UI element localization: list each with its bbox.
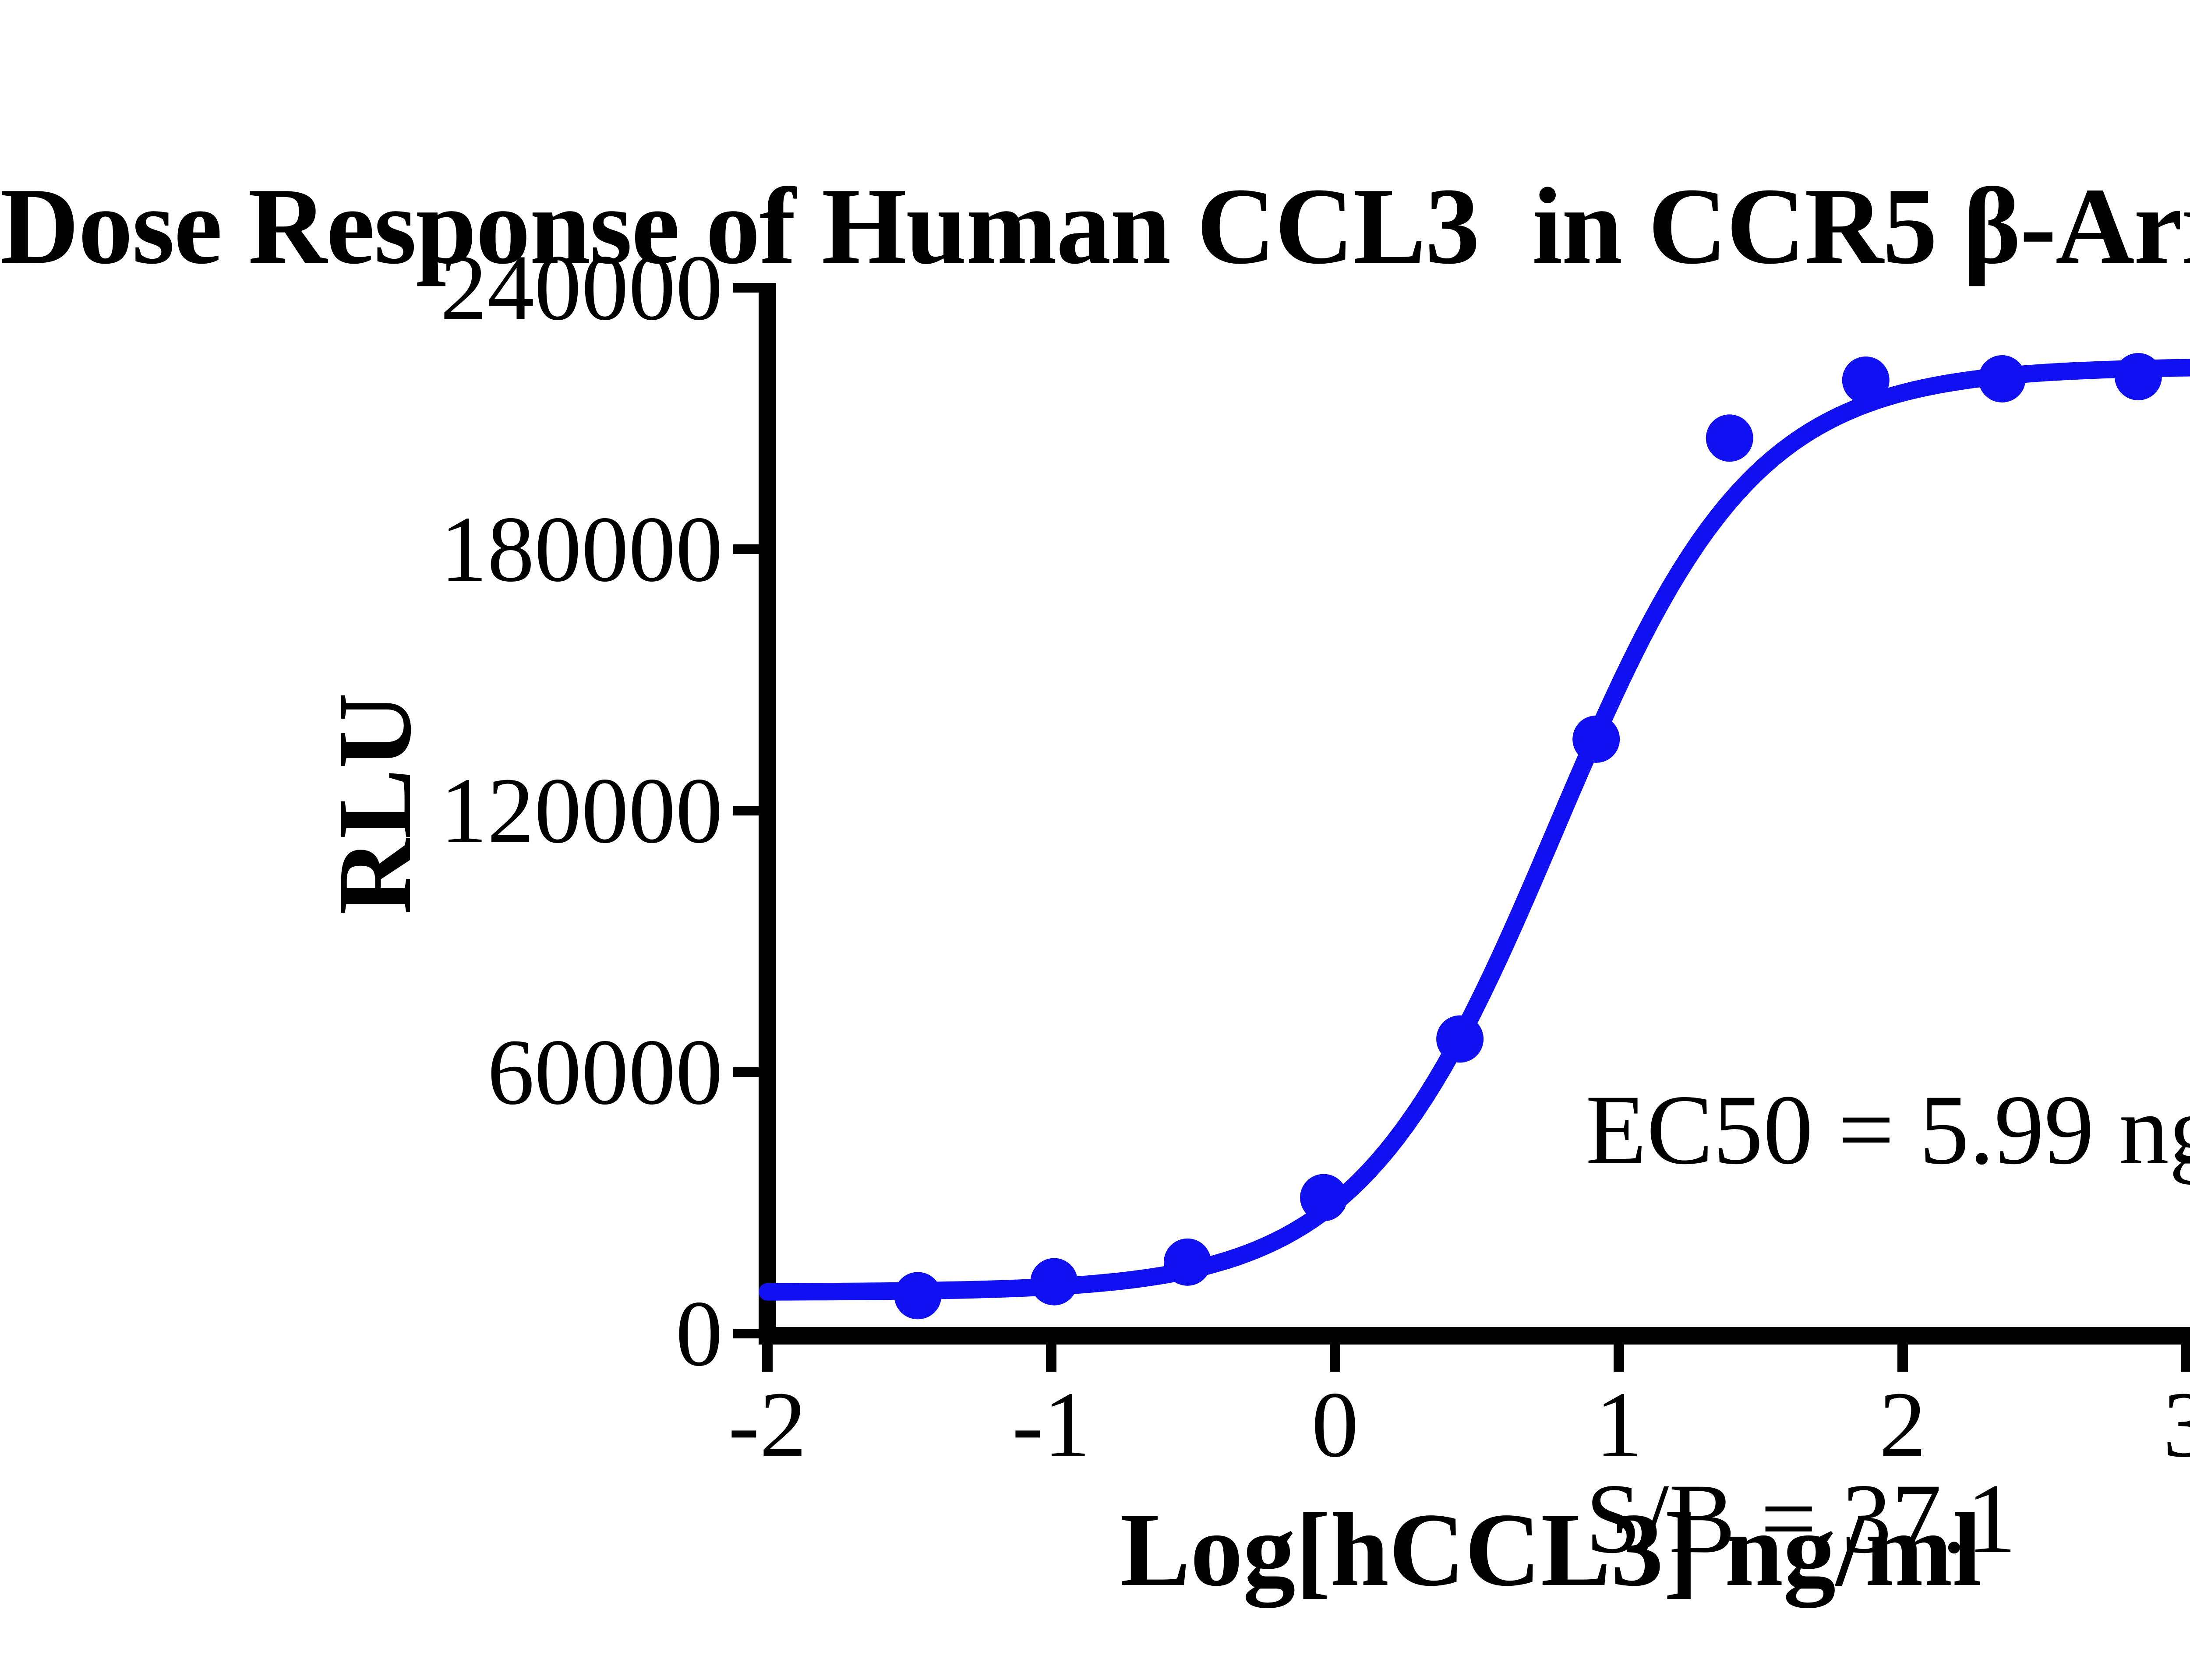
x-axis-title: Log[hCCL3] ng/ml [1120,1491,1982,1608]
data-point [1706,414,1753,462]
signal-background-text: S/B = 37.1 [1586,1464,2017,1574]
x-tick-label: 2 [1879,1372,1926,1477]
data-point [1030,1258,1078,1306]
data-point [2114,353,2162,400]
y-tick-label: 60000 [487,1020,723,1124]
data-point [1300,1174,1348,1221]
data-point [894,1272,942,1320]
data-point [1842,356,1890,404]
y-tick-label: 180000 [440,497,723,601]
x-tick-label: -2 [728,1372,807,1477]
x-tick-label: 3 [2163,1372,2190,1477]
ec50-text: EC50 = 5.99 ng/ml [1586,1075,2190,1185]
x-tick-label: -1 [1012,1372,1091,1477]
ec50-annotation: EC50 = 5.99 ng/ml S/B = 37.1 [1586,806,2190,1680]
data-point [1164,1238,1212,1286]
data-point [1978,355,2026,402]
x-tick-label: 1 [1595,1372,1642,1477]
chart-title: Dose Response of Human CCL3 in CCR5 β-Ar… [0,166,2190,287]
y-tick-label: 120000 [440,758,723,863]
x-tick-label: 0 [1311,1372,1359,1477]
data-point [1436,1015,1484,1063]
data-point [1572,715,1620,763]
y-tick-label: 240000 [440,235,723,340]
y-tick-label: 0 [675,1281,723,1386]
